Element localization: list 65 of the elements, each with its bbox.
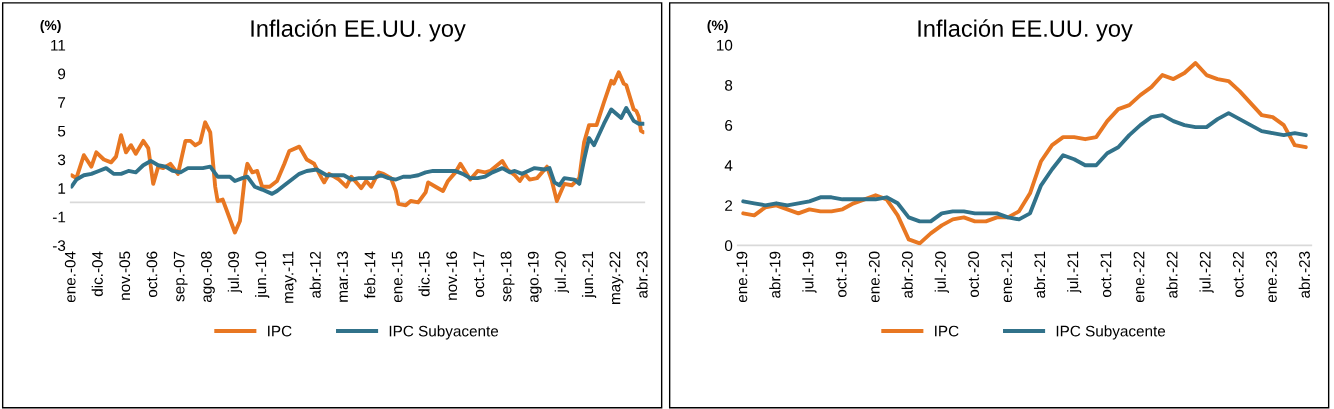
x-tick-label: abr.-23: [1298, 251, 1310, 298]
y-tick-label: 9: [58, 68, 66, 80]
x-tick-label: feb.-14: [364, 251, 376, 299]
x-tick-label: oct.-20: [968, 251, 979, 298]
x-tick-label: abr.-23: [636, 251, 648, 298]
x-tick-label: jul.-22: [1199, 251, 1214, 293]
legend-label: IPC: [935, 325, 959, 337]
y-tick-label: 3: [57, 154, 66, 166]
y-tick-label: 4: [724, 160, 733, 171]
line-series: [741, 61, 1308, 246]
x-tick-label: jul.-20: [934, 251, 949, 293]
x-tick-label: mar.-13: [337, 251, 348, 302]
y-tick-label: 1: [58, 183, 66, 194]
y-tick-label: 11: [51, 40, 66, 51]
legend-label: IPC Subyacente: [389, 325, 499, 340]
x-tick-label: oct.-06: [146, 251, 158, 298]
y-tick-label: 6: [725, 120, 733, 131]
x-tick-label: ene.-15: [391, 251, 403, 303]
x-tick-label: dic.-15: [418, 251, 430, 297]
x-tick-label: ene.-23: [1266, 251, 1277, 303]
x-tick-label: abr.-21: [1033, 251, 1046, 298]
x-tick-label: sep.-18: [500, 251, 515, 302]
x-tick-label: abr.-19: [769, 251, 781, 298]
line-series: [70, 106, 645, 196]
x-tick-label: oct.-21: [1100, 251, 1112, 298]
x-tick-label: may.-22: [609, 251, 624, 304]
y-tick-label: 0: [724, 240, 733, 252]
x-tick-label: ago.-08: [201, 251, 215, 303]
x-tick-label: ene.-21: [1001, 251, 1013, 303]
legend-label: IPC: [268, 325, 292, 337]
x-tick-label: abr.-20: [901, 251, 913, 298]
x-tick-label: ago.-19: [527, 251, 542, 303]
x-tick-label: nov.-05: [119, 251, 131, 300]
x-tick-label: ene.-20: [868, 251, 880, 303]
x-tick-label: nov.-16: [446, 251, 458, 300]
y-tick-label: 10: [717, 39, 733, 51]
x-tick-label: jun.-21: [581, 251, 597, 299]
y-axis-title: (%): [40, 20, 61, 33]
x-tick-label: oct.-17: [473, 251, 485, 298]
x-tick-label: dic.-04: [91, 251, 103, 297]
chart-title: Inflación EE.UU. yoy: [918, 19, 1133, 42]
x-tick-label: jul.-09: [227, 251, 243, 293]
line-series: [741, 111, 1308, 224]
y-axis-title: (%): [707, 20, 728, 33]
x-tick-label: abr.-22: [1166, 251, 1178, 298]
legend-label: IPC Subyacente: [1056, 325, 1166, 340]
x-tick-label: jul.-21: [1067, 251, 1082, 293]
x-tick-label: ene.-19: [736, 251, 748, 303]
x-tick-label: abr.-12: [309, 251, 321, 298]
x-tick-label: oct.-22: [1232, 251, 1244, 298]
y-tick-label: 5: [57, 125, 66, 137]
y-tick-label: 8: [725, 79, 733, 91]
x-tick-label: jul.-20: [554, 251, 569, 293]
x-tick-label: ene.-04: [64, 251, 76, 303]
y-tick-label: 2: [725, 200, 733, 211]
x-tick-label: oct.-19: [835, 251, 847, 298]
y-tick-label: -1: [52, 211, 66, 223]
y-tick-label: 7: [58, 97, 66, 108]
y-tick-label: -3: [52, 240, 66, 252]
x-tick-label: may.-11: [282, 251, 297, 303]
x-tick-label: jun.-10: [255, 251, 270, 299]
x-tick-label: ene.-22: [1133, 251, 1145, 303]
x-tick-label: jul.-19: [802, 251, 817, 293]
x-tick-label: sep.-07: [173, 251, 188, 302]
chart-title: Inflación EE.UU. yoy: [251, 19, 466, 42]
